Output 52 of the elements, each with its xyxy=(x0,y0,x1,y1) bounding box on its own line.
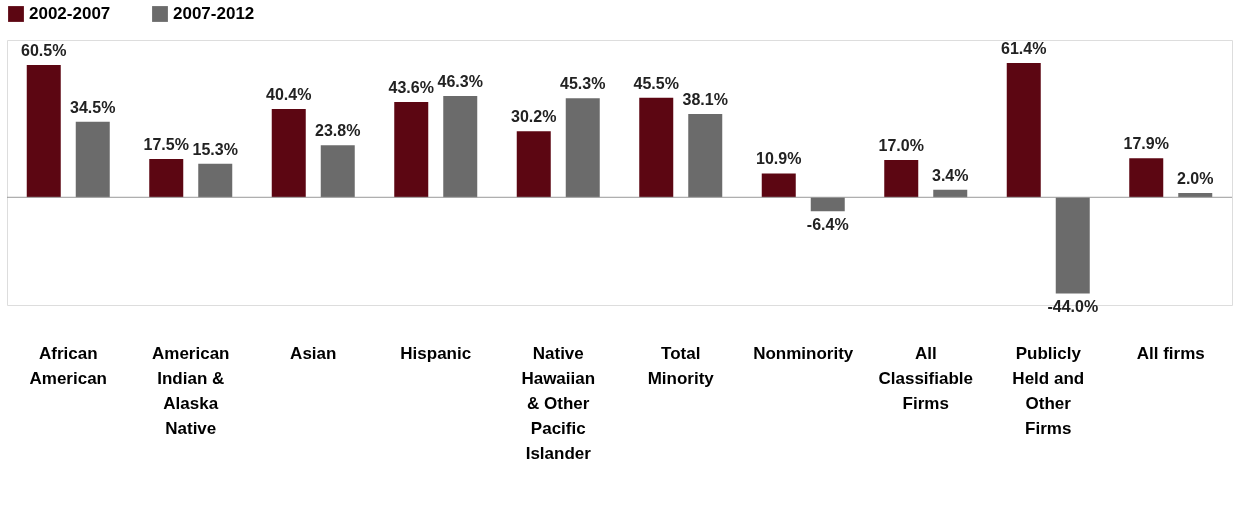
data-label: 10.9% xyxy=(756,150,802,168)
x-tick-label: Native Hawaiian & Other Pacific Islander xyxy=(521,343,596,463)
bar xyxy=(26,65,61,198)
bar xyxy=(1006,63,1041,198)
x-tick-label: American Indian & Alaska Native xyxy=(152,343,230,438)
bar xyxy=(565,98,600,198)
bar xyxy=(933,189,968,198)
data-label: 3.4% xyxy=(932,166,969,184)
data-label: 2.0% xyxy=(1177,169,1214,187)
x-tick-label: Total Minority xyxy=(647,343,715,388)
data-label: -6.4% xyxy=(806,216,849,234)
data-label: 23.8% xyxy=(315,122,361,140)
data-label: 45.5% xyxy=(633,74,679,92)
bar xyxy=(394,101,429,198)
x-tick-label: Publicly Held and Other Firms xyxy=(1012,343,1085,438)
bar xyxy=(1178,192,1213,198)
data-label: 61.4% xyxy=(1001,40,1047,58)
data-label: 46.3% xyxy=(437,73,483,91)
data-label: 17.9% xyxy=(1123,135,1169,153)
legend-label: 2002-2007 xyxy=(29,4,111,23)
data-label: 45.3% xyxy=(560,75,606,93)
x-tick-label: Nonminority xyxy=(753,343,854,363)
data-label: 17.0% xyxy=(878,137,924,155)
bar xyxy=(639,97,674,198)
data-label: 17.5% xyxy=(143,136,189,154)
bar xyxy=(75,121,110,198)
data-label: 30.2% xyxy=(511,108,557,126)
bar xyxy=(443,96,478,198)
data-label: 40.4% xyxy=(266,85,312,103)
data-label: 38.1% xyxy=(682,90,728,108)
bar xyxy=(761,173,796,198)
bar xyxy=(271,108,306,198)
data-label: 43.6% xyxy=(388,78,434,96)
data-label: 15.3% xyxy=(192,140,238,158)
bar xyxy=(810,197,845,212)
x-tick-label: All firms xyxy=(1136,343,1205,363)
bar xyxy=(884,160,919,198)
data-label: -44.0% xyxy=(1047,298,1099,316)
bar xyxy=(1055,197,1090,294)
data-label: 60.5% xyxy=(21,42,67,60)
bar xyxy=(516,131,551,198)
x-tick-label: Asian xyxy=(290,343,337,363)
legend-label: 2007-2012 xyxy=(173,4,255,23)
x-tick-label: All Classifiable Firms xyxy=(878,343,973,413)
x-tick-label: African American xyxy=(29,343,107,388)
bar xyxy=(149,159,184,198)
x-tick-label: Hispanic xyxy=(400,343,472,363)
bar xyxy=(320,145,355,198)
data-label: 34.5% xyxy=(70,98,116,116)
bar xyxy=(198,163,233,198)
bar xyxy=(688,113,723,198)
bar xyxy=(1129,158,1164,198)
